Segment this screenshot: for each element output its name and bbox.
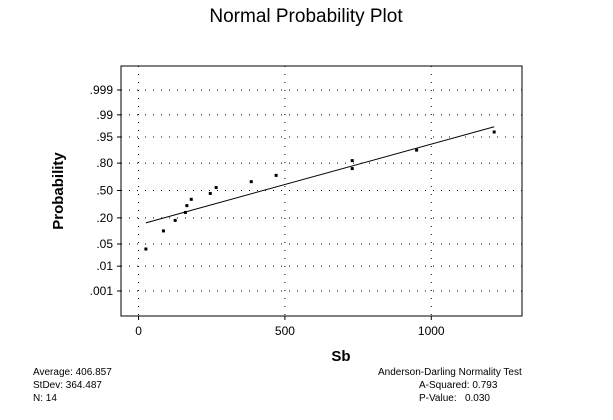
grid-lines bbox=[121, 66, 522, 316]
data-point bbox=[173, 218, 177, 222]
data-point bbox=[350, 159, 354, 163]
data-point bbox=[274, 173, 278, 177]
data-point bbox=[161, 229, 165, 233]
y-tick-label: .001 bbox=[90, 284, 114, 298]
y-tick-label: .99 bbox=[96, 108, 113, 122]
summary-statistics: Average: 406.857 StDev: 364.487 N: 14 bbox=[33, 366, 112, 405]
fit-line-group bbox=[145, 126, 495, 224]
chart-title: Normal Probability Plot bbox=[209, 6, 403, 27]
data-point bbox=[492, 130, 496, 134]
y-axis-label: Probability bbox=[50, 152, 67, 230]
data-point bbox=[189, 197, 193, 201]
x-tick-label: 1000 bbox=[418, 324, 445, 338]
y-tick-label: .80 bbox=[96, 156, 113, 170]
stdev-value: StDev: 364.487 bbox=[33, 380, 102, 391]
y-tick-label: .95 bbox=[96, 130, 113, 144]
data-point bbox=[415, 148, 419, 152]
x-tick-label: 500 bbox=[275, 324, 295, 338]
test-title: Anderson-Darling Normality Test bbox=[378, 367, 522, 378]
normality-test-results: Anderson-Darling Normality Test A-Square… bbox=[378, 366, 542, 405]
fit-line bbox=[145, 126, 495, 224]
y-tick-label: .01 bbox=[96, 259, 113, 273]
a-squared-value: A-Squared: 0.793 bbox=[419, 380, 498, 391]
data-point bbox=[350, 167, 354, 171]
x-axis-ticks: 0 500 1000 bbox=[135, 316, 445, 338]
p-value: P-Value: 0.030 bbox=[419, 393, 490, 404]
data-point bbox=[144, 247, 148, 251]
x-axis-label: Sb bbox=[331, 348, 350, 365]
x-tick-label: 0 bbox=[135, 324, 142, 338]
data-point bbox=[214, 186, 218, 190]
data-point bbox=[249, 180, 253, 184]
sample-size: N: 14 bbox=[33, 393, 57, 404]
y-tick-label: .50 bbox=[96, 184, 113, 198]
data-point bbox=[183, 210, 187, 214]
y-tick-label: .999 bbox=[90, 83, 114, 97]
average-value: Average: 406.857 bbox=[33, 367, 112, 378]
data-point bbox=[208, 191, 212, 195]
data-point bbox=[185, 204, 189, 208]
data-points bbox=[144, 130, 496, 251]
y-tick-label: .05 bbox=[96, 237, 113, 251]
normal-probability-plot: Normal Probability Plot .001 .01 .05 .20 .50… bbox=[50, 6, 523, 365]
y-axis-ticks: .001 .01 .05 .20 .50 .80 .95 .99 .999 bbox=[90, 83, 121, 298]
y-tick-label: .20 bbox=[96, 211, 113, 225]
